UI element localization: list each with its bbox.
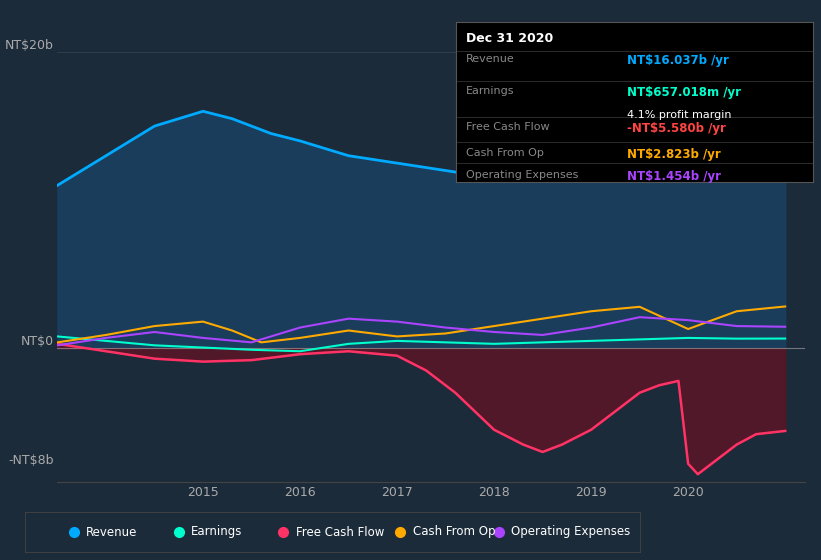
Text: Operating Expenses: Operating Expenses	[511, 525, 631, 539]
Text: NT$16.037b /yr: NT$16.037b /yr	[627, 54, 729, 67]
Text: Revenue: Revenue	[86, 525, 138, 539]
Text: Earnings: Earnings	[191, 525, 242, 539]
Text: NT$20b: NT$20b	[5, 39, 53, 52]
Text: Free Cash Flow: Free Cash Flow	[296, 525, 384, 539]
Text: NT$657.018m /yr: NT$657.018m /yr	[627, 86, 741, 99]
Text: -NT$5.580b /yr: -NT$5.580b /yr	[627, 122, 726, 135]
Text: -NT$8b: -NT$8b	[8, 454, 53, 467]
Text: Dec 31 2020: Dec 31 2020	[466, 32, 553, 45]
Text: NT$2.823b /yr: NT$2.823b /yr	[627, 148, 721, 161]
Text: Earnings: Earnings	[466, 86, 515, 96]
Text: Cash From Op: Cash From Op	[413, 525, 495, 539]
Text: Revenue: Revenue	[466, 54, 515, 64]
Text: NT$1.454b /yr: NT$1.454b /yr	[627, 170, 721, 183]
Text: Cash From Op: Cash From Op	[466, 148, 544, 158]
Text: Free Cash Flow: Free Cash Flow	[466, 122, 550, 132]
Text: 4.1% profit margin: 4.1% profit margin	[627, 110, 732, 120]
Text: Operating Expenses: Operating Expenses	[466, 170, 579, 180]
Text: NT$0: NT$0	[21, 335, 53, 348]
